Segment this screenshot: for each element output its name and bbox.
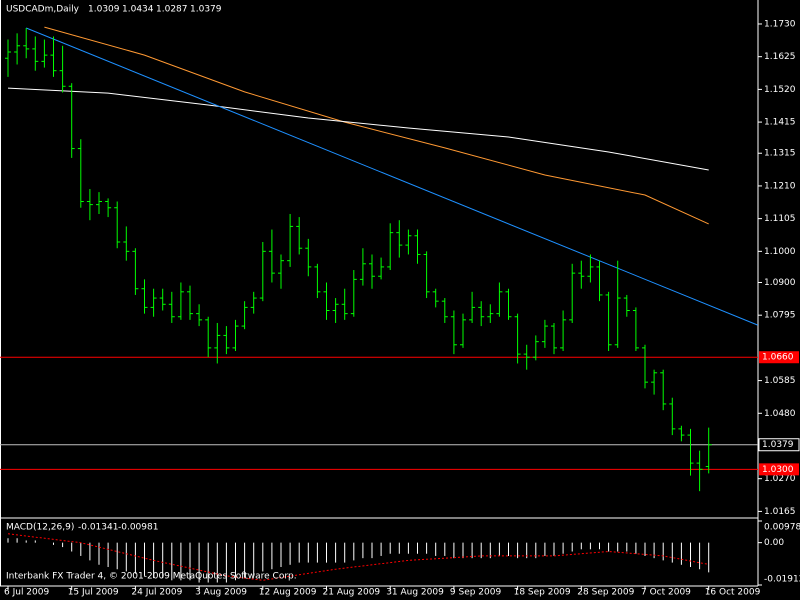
current-price-box [758,438,800,452]
y-tick-label: 1.1000 [764,247,796,257]
x-tick-label: 21 Aug 2009 [323,588,381,598]
x-tick-label: 28 Sep 2009 [577,588,634,598]
macd-y-tick-label: 0.00 [764,538,784,548]
y-tick-label: 1.1105 [764,214,796,224]
level-label: 1.0660 [762,353,794,363]
level-label-box [759,351,799,364]
x-tick-label: 15 Jul 2009 [68,588,119,598]
y-tick-label: 1.0585 [764,376,796,386]
macd-y-tick-label: -0.01912 [764,575,800,585]
header-open: 1.0309 [88,5,120,15]
header-close: 1.0379 [190,5,222,15]
level-label-box [759,463,799,476]
x-tick-label: 9 Sep 2009 [450,588,502,598]
header-high: 1.0434 [122,5,154,15]
header-low: 1.0287 [156,5,188,15]
x-tick-label: 31 Aug 2009 [386,588,444,598]
indicator-line [26,27,758,326]
current-price-label: 1.0379 [762,440,794,450]
y-tick-label: 1.1415 [764,118,796,128]
macd-value: -0.01341 [78,523,118,533]
x-tick-label: 18 Sep 2009 [514,588,571,598]
y-tick-label: 1.0795 [764,311,796,321]
macd-title: MACD(12,26,9) [6,523,74,533]
macd-signal [7,533,709,581]
y-tick-label: 1.1315 [764,149,796,159]
y-tick-label: 1.1520 [764,85,796,95]
y-tick-label: 1.0480 [764,409,796,419]
x-tick-label: 7 Oct 2009 [641,588,691,598]
macd-signal-value: -0.00981 [118,523,158,533]
header: USDCADm,Daily 1.0309 1.0434 1.0287 1.037… [6,5,222,15]
y-tick-label: 1.1210 [764,181,796,191]
macd-y-tick-label: 0.00978 [764,523,800,533]
y-tick-label: 1.0165 [764,507,796,517]
footer: Interbank FX Trader 4, © 2001-2009 MetaQ… [6,572,297,582]
indicator-line [7,87,709,171]
y-tick-label: 1.1625 [764,52,796,62]
indicator-line [44,26,709,225]
symbol-title: USDCADm,Daily [6,5,80,15]
x-tick-label: 6 Jul 2009 [4,588,49,598]
y-tick-label: 1.0900 [764,278,796,288]
level-label: 1.0300 [762,465,794,475]
y-tick-label: 1.0270 [764,474,796,484]
y-tick-label: 1.1730 [764,19,796,29]
x-tick-label: 24 Jul 2009 [131,588,182,598]
x-tick-label: 12 Aug 2009 [259,588,317,598]
x-tick-label: 16 Oct 2009 [705,588,761,598]
x-tick-label: 3 Aug 2009 [195,588,247,598]
